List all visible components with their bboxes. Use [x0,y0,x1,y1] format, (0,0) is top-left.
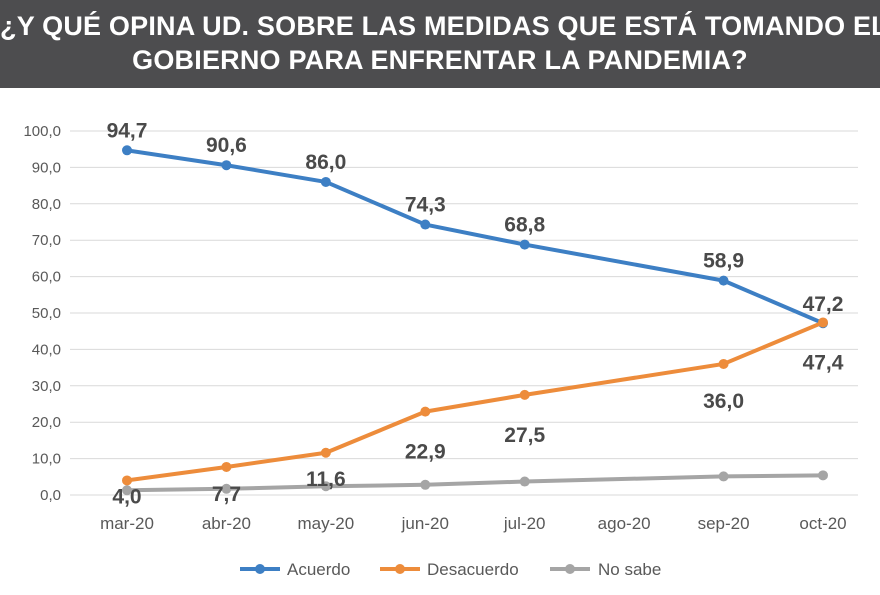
data-label: 27,5 [504,424,545,447]
data-point [320,481,331,492]
data-point [122,145,132,156]
legend-marker-desacuerdo [395,564,405,574]
y-tick-label: 70,0 [32,232,61,249]
data-point [122,485,132,496]
x-tick-label: sep-20 [698,514,750,533]
chart-title-banner: ¿Y QUÉ OPINA UD. SOBRE LAS MEDIDAS QUE E… [0,0,880,88]
data-point [221,461,232,472]
y-tick-label: 30,0 [32,378,61,395]
data-label: 7,7 [212,483,241,506]
data-label: 90,6 [206,134,247,157]
data-point [718,471,729,482]
data-point [818,317,828,328]
data-point [718,275,729,286]
chart-title-line-1: ¿Y QUÉ OPINA UD. SOBRE LAS MEDIDAS QUE E… [0,11,880,41]
data-point [221,160,232,171]
data-label: 86,0 [305,151,346,174]
chart-title-line-2: GOBIERNO PARA ENFRENTAR LA PANDEMIA? [132,45,748,75]
x-tick-label: oct-20 [799,514,846,533]
x-tick-label: may-20 [298,514,355,533]
data-label: 22,9 [405,441,446,464]
data-label: 47,2 [803,293,844,316]
data-point [221,483,232,494]
legend-marker-no-sabe [565,564,575,574]
y-tick-label: 90,0 [32,159,61,176]
data-label: 58,9 [703,250,744,273]
data-point [718,358,729,369]
legend-label-no-sabe: No sabe [598,560,661,579]
data-point [818,470,828,481]
line-chart: 0,0 10,0 20,0 30,0 40,0 50,0 60,0 70,0 80,0 90,0 1… [23,119,858,579]
series-line-acuerdo [125,148,825,326]
y-tick-label: 60,0 [32,269,61,286]
data-label: 74,3 [405,194,446,217]
data-point [420,406,431,417]
data-label: 4,0 [112,485,141,508]
x-tick-label: ago-20 [598,514,651,533]
y-tick-label: 20,0 [32,414,61,431]
data-point [519,239,530,250]
legend-label-acuerdo: Acuerdo [287,560,350,579]
y-tick-label: 10,0 [32,451,61,468]
data-point [519,389,530,400]
x-tick-label: jun-20 [401,514,449,533]
data-point [420,479,431,490]
y-tick-label: 100,0 [23,123,61,140]
y-tick-label: 0,0 [40,487,61,504]
legend-marker-acuerdo [255,564,265,574]
y-tick-label: 50,0 [32,305,61,322]
data-label: 68,8 [504,214,545,237]
y-tick-label: 80,0 [32,196,61,213]
legend-label-desacuerdo: Desacuerdo [427,560,519,579]
data-point [320,447,331,458]
x-tick-label: abr-20 [202,514,251,533]
data-label: 94,7 [107,119,148,142]
data-point [320,176,331,187]
data-label: 11,6 [306,468,346,491]
data-label: 36,0 [703,390,744,413]
data-point [519,476,530,487]
x-tick-label: mar-20 [100,514,154,533]
data-point [420,219,431,230]
y-tick-label: 40,0 [32,341,61,358]
data-label: 47,4 [803,351,844,374]
data-point [122,475,132,486]
x-tick-label: jul-20 [503,514,546,533]
